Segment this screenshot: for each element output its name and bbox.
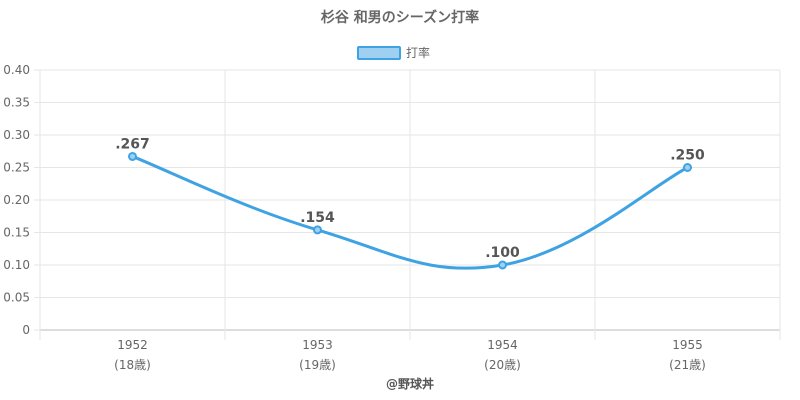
y-tick-label: 0.35 (3, 96, 30, 110)
grid (34, 69, 781, 340)
data-label: .250 (670, 148, 705, 164)
x-tick-label: 1953 (302, 338, 333, 352)
y-tick-label: 0.25 (3, 161, 30, 175)
data-point[interactable] (313, 225, 322, 235)
chart-title: 杉谷 和男のシーズン打率 (321, 9, 479, 26)
x-tick-label: 1952 (117, 338, 148, 352)
legend[interactable]: 打率 (357, 45, 430, 60)
y-tick-label: 0.40 (3, 63, 30, 77)
data-label: .100 (485, 245, 520, 261)
data-label: .154 (300, 210, 335, 226)
y-tick-label: 0 (22, 323, 30, 337)
data-labels: .267 .154 .100 .250 (115, 136, 705, 261)
series-batting-average (128, 151, 692, 270)
data-point[interactable] (498, 260, 507, 270)
data-point[interactable] (683, 163, 692, 172)
data-label: .267 (115, 136, 150, 152)
legend-swatch (357, 46, 401, 60)
x-tick-sublabel: (20歳) (484, 358, 521, 372)
x-tick-sublabel: (19歳) (299, 358, 336, 372)
y-tick-label: 0.15 (3, 226, 30, 240)
series-line (131, 154, 689, 270)
x-tick-label: 1955 (672, 338, 703, 352)
footer-credit: @野球丼 (386, 376, 434, 391)
x-tick-sublabel: (18歳) (114, 358, 151, 372)
x-tick-sublabel: (21歳) (669, 358, 706, 372)
axes: 0 0.05 0.10 0.15 0.20 0.25 0.30 0.35 0.40 1952 (18… (3, 63, 706, 372)
legend-label: 打率 (406, 45, 430, 60)
y-tick-label: 0.10 (3, 258, 30, 272)
y-tick-label: 0.05 (3, 291, 30, 305)
x-tick-label: 1954 (487, 338, 518, 352)
y-tick-label: 0.30 (3, 128, 30, 142)
data-point[interactable] (128, 151, 137, 161)
y-tick-label: 0.20 (3, 193, 30, 207)
